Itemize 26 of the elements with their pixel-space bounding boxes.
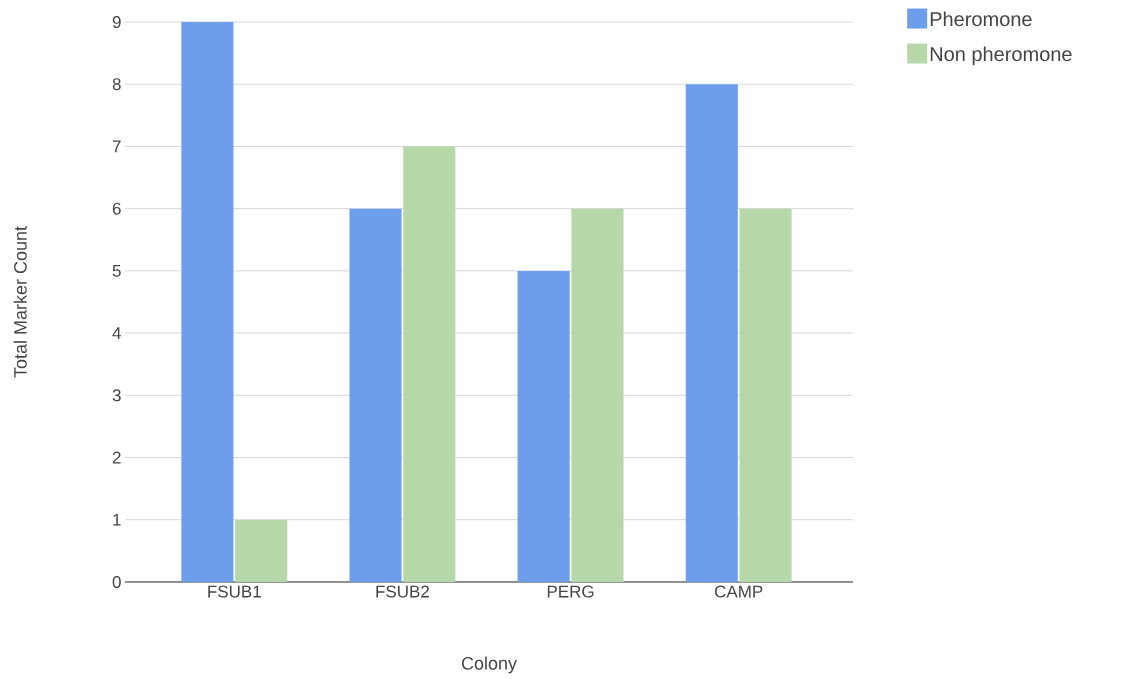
x-tick-label: PERG (547, 585, 594, 598)
legend-label: Pheromone (930, 11, 1032, 27)
y-tick-label: 3 (112, 389, 121, 402)
y-tick-label: 2 (112, 451, 121, 464)
legend-label: Non pheromone (930, 46, 1072, 66)
y-tick-label: 6 (112, 202, 121, 215)
y-tick-label: 8 (112, 78, 121, 91)
bar (181, 22, 234, 582)
y-tick-label: 1 (113, 513, 121, 526)
bar (403, 146, 456, 582)
y-tick-label: 0 (112, 575, 121, 589)
y-tick-label: 5 (112, 264, 121, 277)
bar (739, 208, 792, 582)
bar (571, 208, 624, 582)
x-axis-title: Colony (461, 656, 517, 674)
y-tick-label: 7 (112, 140, 121, 153)
bar (349, 208, 402, 582)
y-tick-label: 4 (112, 327, 121, 339)
x-tick-label: CAMP (714, 585, 763, 598)
y-axis-title: Total Marker Count (13, 226, 27, 378)
y-tick-label: 9 (112, 15, 121, 29)
bar (517, 270, 570, 582)
bar (685, 84, 738, 582)
bar (235, 519, 288, 582)
x-tick-label: FSUB2 (376, 585, 429, 598)
x-tick-label: FSUB1 (208, 585, 261, 598)
